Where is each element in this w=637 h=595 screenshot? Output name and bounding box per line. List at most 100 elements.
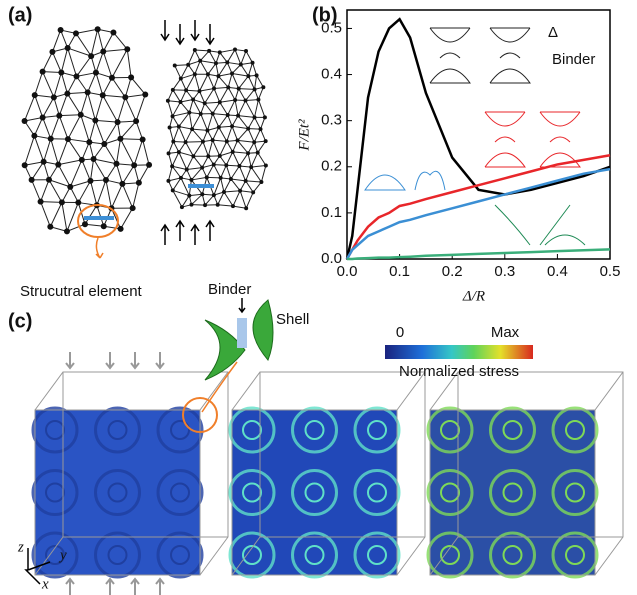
- mesh-node: [177, 124, 181, 128]
- mesh-edge: [59, 116, 68, 139]
- x-tick-label: 0.5: [600, 263, 621, 280]
- arrow: [206, 24, 214, 44]
- mesh-edge: [179, 126, 186, 142]
- x-tick-label: 0.3: [494, 263, 515, 280]
- mesh-edge: [192, 129, 207, 130]
- mesh-edge: [81, 92, 88, 114]
- mesh-edge: [68, 115, 81, 139]
- mesh-edge: [125, 77, 131, 97]
- mesh-edge: [103, 52, 112, 78]
- mesh-edge: [82, 160, 91, 181]
- mesh-node: [236, 114, 240, 118]
- mesh-edge: [173, 90, 181, 102]
- mesh-edge: [224, 192, 233, 206]
- mesh-node: [29, 177, 35, 183]
- colorbar: [385, 345, 533, 359]
- mesh-edge: [232, 126, 248, 128]
- label: Shell: [276, 311, 309, 328]
- mesh-edge: [120, 139, 134, 165]
- mesh-edge: [94, 159, 106, 180]
- y-tick-label: 0.2: [321, 158, 342, 175]
- mesh-edge: [235, 100, 238, 116]
- mesh-edge: [193, 142, 203, 157]
- mesh-node: [206, 154, 210, 158]
- x-tick-label: 0.1: [389, 263, 410, 280]
- mesh-edge: [208, 140, 212, 156]
- mesh-node: [200, 166, 204, 170]
- mesh-edge: [43, 97, 54, 117]
- decoration: [22, 20, 623, 595]
- mesh-edge: [88, 73, 96, 93]
- mesh-edge: [253, 63, 257, 76]
- mesh-edge: [61, 48, 67, 72]
- mesh-node: [253, 115, 257, 119]
- mesh-edge: [41, 202, 51, 227]
- mesh-node: [38, 199, 44, 205]
- mesh-node: [92, 117, 98, 123]
- mesh-edge: [224, 191, 240, 192]
- mesh-edge: [187, 156, 194, 169]
- mesh-edge: [35, 95, 43, 117]
- mesh-edge: [238, 140, 248, 153]
- mesh-edge: [195, 50, 209, 51]
- mesh-edge: [125, 97, 136, 121]
- mesh-node: [201, 140, 205, 144]
- mesh-edge: [103, 49, 127, 51]
- arrow: [156, 579, 164, 595]
- mesh-edge: [68, 48, 77, 76]
- mesh-edge: [192, 129, 203, 141]
- y-tick-label: 0.0: [321, 250, 342, 267]
- mesh-edge: [54, 73, 61, 98]
- mesh-edge: [175, 65, 188, 66]
- mesh-edge: [214, 87, 228, 88]
- mesh-edge: [44, 139, 51, 162]
- mesh-node: [252, 140, 256, 144]
- arrow: [239, 298, 245, 312]
- cube-face: [232, 410, 397, 575]
- mesh-node: [216, 74, 220, 78]
- mesh-node: [167, 151, 171, 155]
- mesh-node: [206, 72, 210, 76]
- mesh-node: [93, 70, 99, 76]
- mesh-edge: [233, 191, 240, 206]
- mesh-node: [177, 150, 181, 154]
- mesh-node: [233, 98, 237, 102]
- mesh-edge: [258, 141, 266, 153]
- mesh-edge: [200, 61, 216, 63]
- mesh-edge: [239, 166, 245, 181]
- mesh-edge: [95, 95, 102, 120]
- mesh-edge: [208, 74, 214, 88]
- mesh-edge: [50, 202, 62, 226]
- mesh-node: [100, 92, 106, 98]
- mesh-edge: [186, 90, 199, 91]
- mesh-node: [95, 26, 101, 32]
- mesh-edge: [186, 142, 203, 143]
- mesh-edge: [251, 167, 261, 182]
- mesh-node: [168, 126, 172, 130]
- mesh-edge: [199, 88, 214, 91]
- mesh-node: [146, 162, 152, 168]
- mesh-node: [173, 64, 177, 68]
- mesh-edge: [62, 202, 67, 231]
- mesh-edge: [246, 89, 255, 100]
- mesh-edge: [90, 159, 93, 181]
- mesh-node: [259, 127, 263, 131]
- mesh-node: [32, 92, 38, 98]
- mesh-edge: [172, 152, 179, 166]
- label: Binder: [208, 281, 251, 298]
- mesh-node: [244, 206, 248, 210]
- mesh-edge: [95, 120, 104, 144]
- mesh-edge: [122, 165, 134, 184]
- mesh-edge: [121, 208, 133, 229]
- mesh-edge: [220, 100, 235, 102]
- mesh-edge: [208, 63, 216, 74]
- mesh-node: [193, 48, 197, 52]
- mesh-edge: [251, 166, 266, 168]
- mesh-node: [73, 30, 79, 36]
- mesh-node: [187, 194, 191, 198]
- mesh-edge: [251, 153, 258, 167]
- mesh-edge: [170, 128, 174, 142]
- mesh-edge: [233, 152, 248, 153]
- mesh-edge: [231, 166, 240, 179]
- mesh-edge: [227, 62, 241, 64]
